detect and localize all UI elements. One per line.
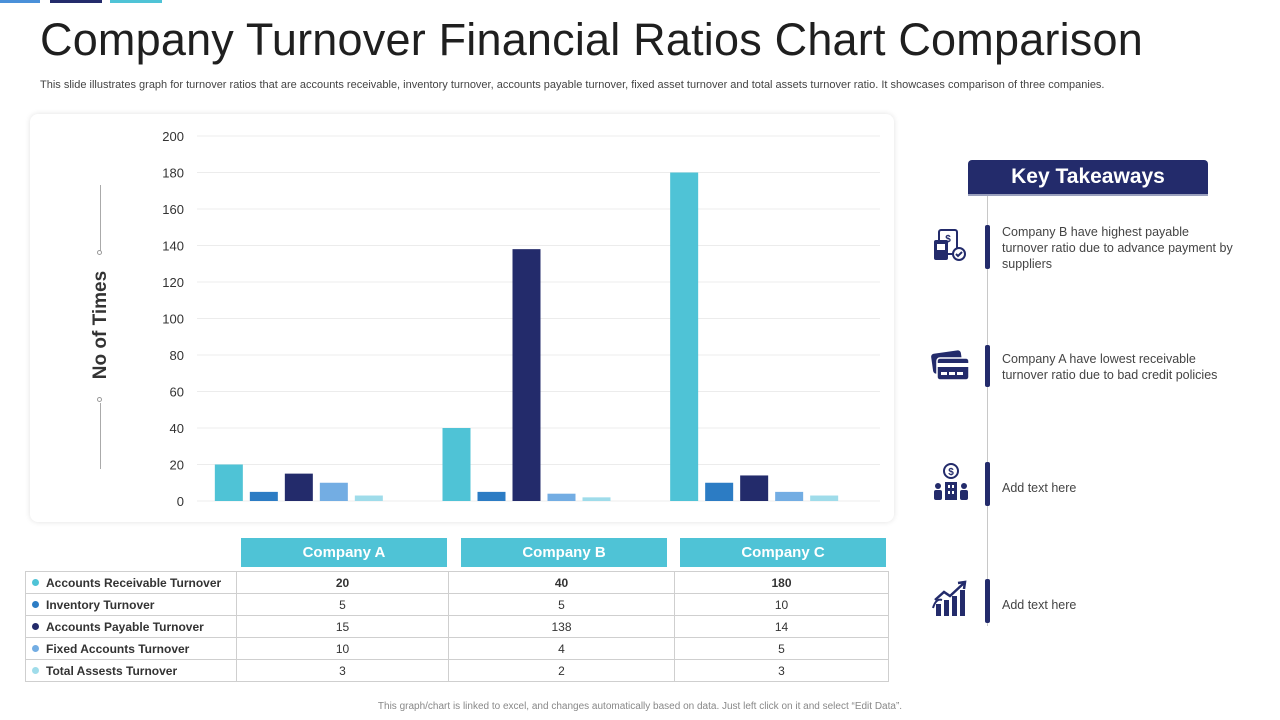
cell: 20 [236, 571, 449, 594]
cell: 3 [674, 659, 889, 682]
y-tick-label: 140 [162, 239, 184, 254]
bar-company-a-fixed-accounts-turnover[interactable] [319, 482, 348, 501]
takeaway-text-4: Add text here [1002, 598, 1077, 612]
cell: 3 [236, 659, 449, 682]
cell: 180 [674, 571, 889, 594]
legend-dot [32, 622, 39, 630]
bar-company-b-total-assests-turnover[interactable] [582, 497, 611, 501]
cell: 40 [448, 571, 675, 594]
cell: 10 [674, 593, 889, 616]
y-tick-label: 120 [162, 275, 184, 290]
cell: 2 [448, 659, 675, 682]
row-label: Fixed Accounts Turnover [25, 637, 237, 660]
bar-company-b-fixed-accounts-turnover[interactable] [547, 493, 576, 501]
payment-invoice-icon: $ [930, 226, 972, 268]
top-accent-bars [0, 0, 170, 3]
legend-dot [32, 666, 39, 674]
legend-dot [32, 644, 39, 652]
bar-company-a-accounts-payable-turnover[interactable] [284, 473, 313, 501]
svg-text:$: $ [945, 234, 951, 245]
table-row: Accounts Receivable Turnover 20 40 180 [25, 571, 889, 594]
page-subtitle: This slide illustrates graph for turnove… [40, 79, 1105, 91]
cell: 14 [674, 615, 889, 638]
takeaway-marker [985, 345, 990, 387]
growth-chart-icon [930, 578, 972, 620]
row-label: Inventory Turnover [25, 593, 237, 616]
y-tick-label: 60 [170, 385, 184, 400]
svg-text:$: $ [948, 467, 954, 478]
legend-dot [32, 578, 39, 586]
y-tick-label: 40 [170, 421, 184, 436]
takeaway-marker [985, 579, 990, 623]
y-tick-label: 80 [170, 348, 184, 363]
takeaway-marker [985, 462, 990, 506]
page-title: Company Turnover Financial Ratios Chart … [40, 14, 1143, 65]
y-tick-label: 180 [162, 166, 184, 181]
bar-company-b-inventory-turnover[interactable] [477, 491, 506, 501]
cell: 5 [674, 637, 889, 660]
table-header-company-b: Company B [461, 538, 667, 567]
table-row: Accounts Payable Turnover 15 138 14 [25, 615, 889, 638]
row-label: Accounts Payable Turnover [25, 615, 237, 638]
takeaway-marker [985, 225, 990, 269]
cell: 15 [236, 615, 449, 638]
bar-company-c-inventory-turnover[interactable] [705, 482, 734, 501]
cell: 5 [448, 593, 675, 616]
legend-dot [32, 600, 39, 608]
bar-company-a-total-assests-turnover[interactable] [354, 495, 383, 501]
cell: 138 [448, 615, 675, 638]
bar-company-a-accounts-receivable-turnover[interactable] [214, 464, 243, 502]
takeaway-text-3: Add text here [1002, 481, 1077, 495]
bar-company-b-accounts-receivable-turnover[interactable] [442, 428, 471, 501]
bar-company-c-total-assests-turnover[interactable] [810, 495, 839, 501]
table-header-company-c: Company C [680, 538, 886, 567]
cell: 5 [236, 593, 449, 616]
y-tick-label: 20 [170, 458, 184, 473]
table-row: Fixed Accounts Turnover 10 4 5 [25, 637, 889, 660]
takeaway-text-1: Company B have highest payable turnover … [1002, 225, 1233, 271]
footer-note: This graph/chart is linked to excel, and… [377, 701, 903, 712]
y-tick-label: 200 [162, 129, 184, 144]
key-takeaways-title: Key Takeaways [968, 160, 1208, 194]
y-tick-label: 0 [177, 494, 184, 509]
bar-company-b-accounts-payable-turnover[interactable] [512, 249, 541, 501]
row-label: Accounts Receivable Turnover [25, 571, 237, 594]
business-finance-icon: $ [930, 462, 972, 504]
takeaway-text-2: Company A have lowest receivable turnove… [1002, 352, 1218, 382]
bar-company-c-accounts-payable-turnover[interactable] [740, 475, 769, 501]
table-row: Total Assests Turnover 3 2 3 [25, 659, 889, 682]
credit-card-icon [930, 346, 972, 388]
bar-company-a-inventory-turnover[interactable] [249, 491, 278, 501]
cell: 10 [236, 637, 449, 660]
y-tick-label: 160 [162, 202, 184, 217]
bar-company-c-accounts-receivable-turnover[interactable] [670, 172, 699, 502]
cell: 4 [448, 637, 675, 660]
takeaways-divider [987, 196, 988, 626]
table-row: Inventory Turnover 5 5 10 [25, 593, 889, 616]
bar-company-c-fixed-accounts-turnover[interactable] [775, 491, 804, 501]
table-header-company-a: Company A [241, 538, 447, 567]
row-label: Total Assests Turnover [25, 659, 237, 682]
y-tick-label: 100 [162, 312, 184, 327]
data-table: Accounts Receivable Turnover 20 40 180 I… [25, 571, 889, 682]
